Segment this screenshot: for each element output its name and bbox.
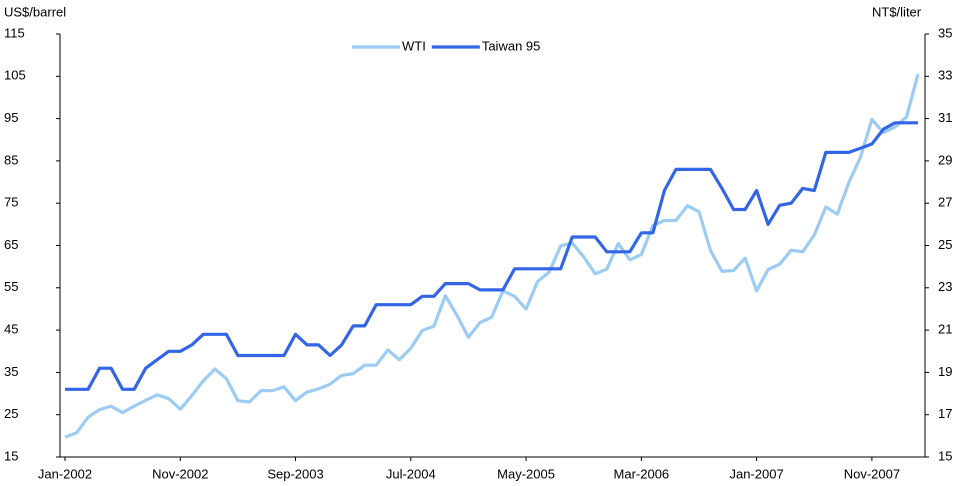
y-axis-label: US$/barrel <box>4 4 66 19</box>
y2-tick-label: 33 <box>938 68 952 83</box>
y2-tick-label: 23 <box>938 279 952 294</box>
x-tick-label: Mar-2006 <box>614 466 670 481</box>
x-tick-label: Jan-2007 <box>730 466 784 481</box>
y-tick-label: 105 <box>4 68 26 83</box>
x-tick-label: Nov-2007 <box>844 466 900 481</box>
y-tick-label: 25 <box>4 406 18 421</box>
line-series <box>65 121 918 391</box>
y2-tick-label: 25 <box>938 237 952 252</box>
y-tick-label: 65 <box>4 237 18 252</box>
y2-tick-label: 17 <box>938 406 952 421</box>
legend-label: WTI <box>402 38 426 53</box>
y-tick-label: 85 <box>4 152 18 167</box>
legend-label: Taiwan 95 <box>482 38 541 53</box>
y2-tick-label: 29 <box>938 152 952 167</box>
y2-tick-label: 35 <box>938 25 952 40</box>
y2-tick-label: 27 <box>938 195 952 210</box>
y-tick-label: 35 <box>4 364 18 379</box>
x-tick-label: Jan-2002 <box>38 466 92 481</box>
y2-axis-label: NT$/liter <box>872 4 922 19</box>
x-tick-label: Sep-2003 <box>267 466 323 481</box>
x-tick-label: Nov-2002 <box>152 466 208 481</box>
line-series <box>64 73 920 439</box>
y-tick-label: 75 <box>4 195 18 210</box>
y2-tick-label: 21 <box>938 322 952 337</box>
y2-tick-label: 15 <box>938 448 952 463</box>
x-tick-label: May-2005 <box>497 466 555 481</box>
x-tick-label: Jul-2004 <box>386 466 436 481</box>
y-tick-label: 95 <box>4 110 18 125</box>
y-tick-label: 55 <box>4 279 18 294</box>
y-tick-label: 15 <box>4 448 18 463</box>
y-tick-label: 45 <box>4 322 18 337</box>
y2-tick-label: 19 <box>938 364 952 379</box>
y-tick-label: 115 <box>4 25 25 40</box>
y2-tick-label: 31 <box>938 110 952 125</box>
